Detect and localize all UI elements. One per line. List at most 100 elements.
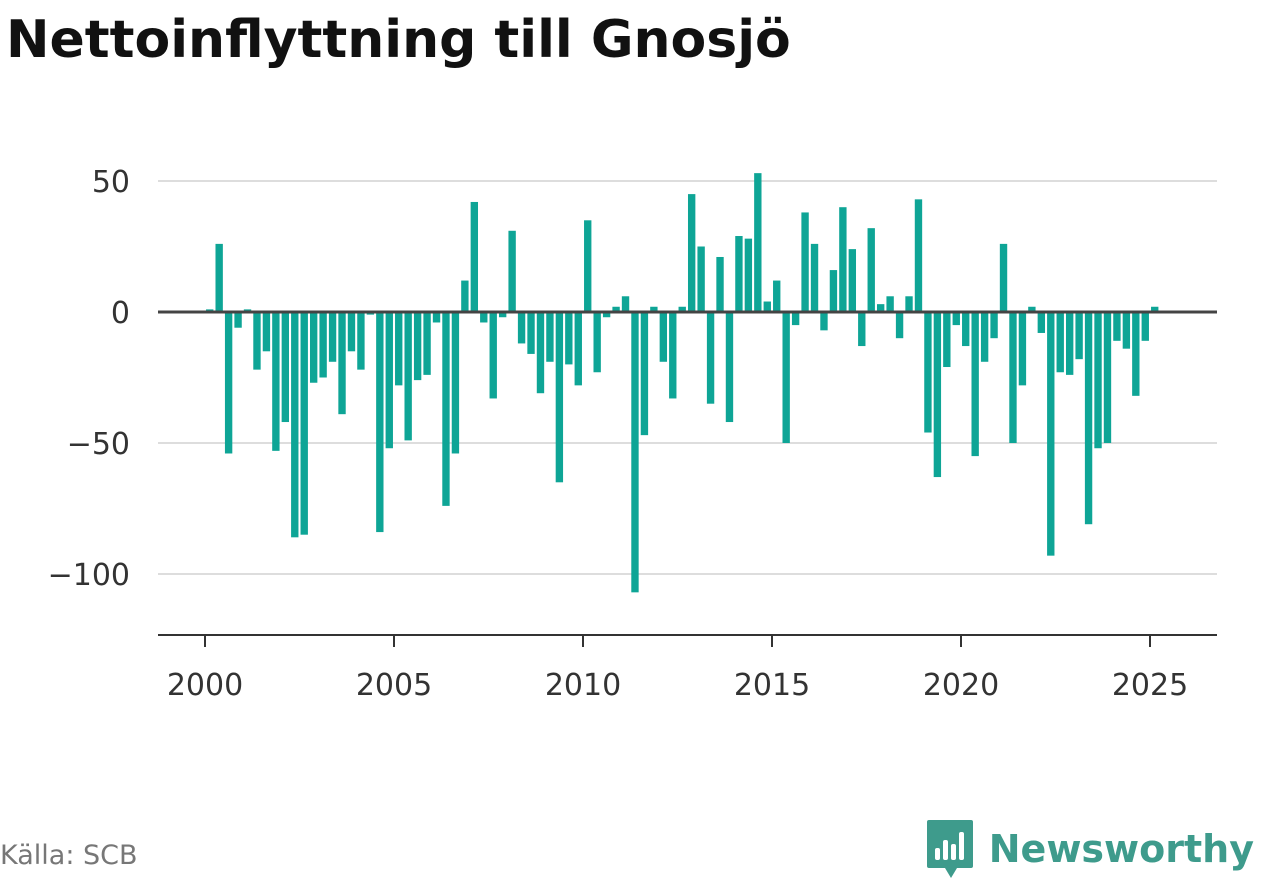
- bar: [555, 312, 564, 483]
- bar: [640, 312, 649, 436]
- bar: [432, 312, 441, 323]
- bar: [725, 312, 734, 423]
- bar: [527, 312, 535, 354]
- bar: [338, 312, 346, 415]
- bar: [621, 296, 630, 312]
- bar: [281, 312, 290, 423]
- bar: [716, 256, 724, 312]
- bar: [678, 306, 686, 312]
- bar: [574, 312, 582, 386]
- x-axis-ticks: 2000 2005 2010 2015 2020 2025: [167, 635, 1188, 703]
- bar: [253, 312, 261, 370]
- bar: [357, 312, 365, 370]
- bar: [234, 312, 242, 328]
- bar: [395, 312, 403, 386]
- x-tick-label: 2005: [356, 668, 432, 703]
- bar: [328, 312, 337, 362]
- bar: [763, 301, 771, 312]
- bar: [1132, 312, 1140, 396]
- x-tick-label: 2000: [167, 668, 243, 703]
- bar: [876, 304, 885, 312]
- bar: [470, 201, 479, 312]
- bar: [612, 306, 620, 312]
- bar: [895, 312, 904, 339]
- bar: [773, 280, 781, 312]
- bar: [980, 312, 989, 362]
- bar: [593, 312, 601, 373]
- bar: [754, 173, 762, 312]
- bar: [546, 312, 554, 362]
- bar: [262, 312, 271, 352]
- bar: [404, 312, 412, 441]
- x-tick-label: 2015: [734, 668, 810, 703]
- bar: [376, 312, 384, 533]
- bar: [1084, 312, 1093, 525]
- chart-title: Nettoinflyttning till Gnosjö: [6, 10, 791, 70]
- bar: [669, 312, 677, 399]
- bar: [791, 312, 800, 326]
- bar: [914, 199, 923, 312]
- bar: [1037, 312, 1046, 333]
- bar: [385, 312, 393, 449]
- bar: [224, 312, 233, 454]
- bar: [461, 280, 469, 312]
- bar: [347, 312, 356, 352]
- bar: [1141, 312, 1149, 341]
- bar: [565, 312, 573, 365]
- bar: [1103, 312, 1112, 443]
- bar: [215, 243, 223, 312]
- bar: [810, 243, 819, 312]
- bar: [999, 243, 1008, 312]
- bar-series: [206, 173, 1159, 593]
- bar: [451, 312, 460, 454]
- gridlines: [158, 180, 1217, 575]
- y-tick-label: 50: [92, 165, 130, 200]
- brand-logo[interactable]: Newsworthy: [925, 818, 1254, 880]
- bar: [517, 312, 526, 344]
- bar: [1113, 312, 1121, 341]
- bar: [1047, 312, 1055, 556]
- x-tick-label: 2010: [545, 668, 621, 703]
- bar: [319, 312, 327, 378]
- bar: [924, 312, 932, 433]
- bar: [536, 312, 545, 394]
- bar: [858, 312, 866, 347]
- bar: [1018, 312, 1027, 386]
- bar: [735, 236, 743, 312]
- bar: [489, 312, 497, 399]
- x-tick-label: 2020: [923, 668, 999, 703]
- bar: [309, 312, 318, 383]
- bar: [631, 312, 639, 593]
- bar: [1094, 312, 1102, 449]
- bar: [659, 312, 668, 362]
- bar: [933, 312, 942, 478]
- bar: [413, 312, 422, 381]
- bar: [1009, 312, 1017, 443]
- bar: [480, 312, 488, 323]
- x-tick-label: 2025: [1112, 668, 1188, 703]
- bar: [300, 312, 308, 535]
- bar: [744, 238, 753, 312]
- bar: [272, 312, 280, 451]
- bar: [650, 306, 658, 312]
- bar: [829, 270, 838, 312]
- y-tick-label: −100: [48, 558, 130, 593]
- bar: [943, 312, 951, 368]
- y-tick-label: 0: [111, 296, 130, 331]
- bar: [508, 230, 516, 312]
- bar: [602, 312, 611, 318]
- bar: [1056, 312, 1064, 373]
- bar: [962, 312, 970, 347]
- newsworthy-logo-icon: [926, 820, 973, 878]
- source-note: Källa: SCB: [0, 840, 138, 871]
- bar: [820, 312, 828, 331]
- bar: [990, 312, 998, 339]
- bar: [952, 312, 960, 326]
- bar: [782, 312, 790, 443]
- bar: [687, 194, 696, 312]
- y-axis-labels: 50 0 −50 −100: [48, 165, 130, 593]
- bar: [423, 312, 431, 375]
- bar: [706, 312, 715, 404]
- brand-name: Newsworthy: [988, 827, 1254, 871]
